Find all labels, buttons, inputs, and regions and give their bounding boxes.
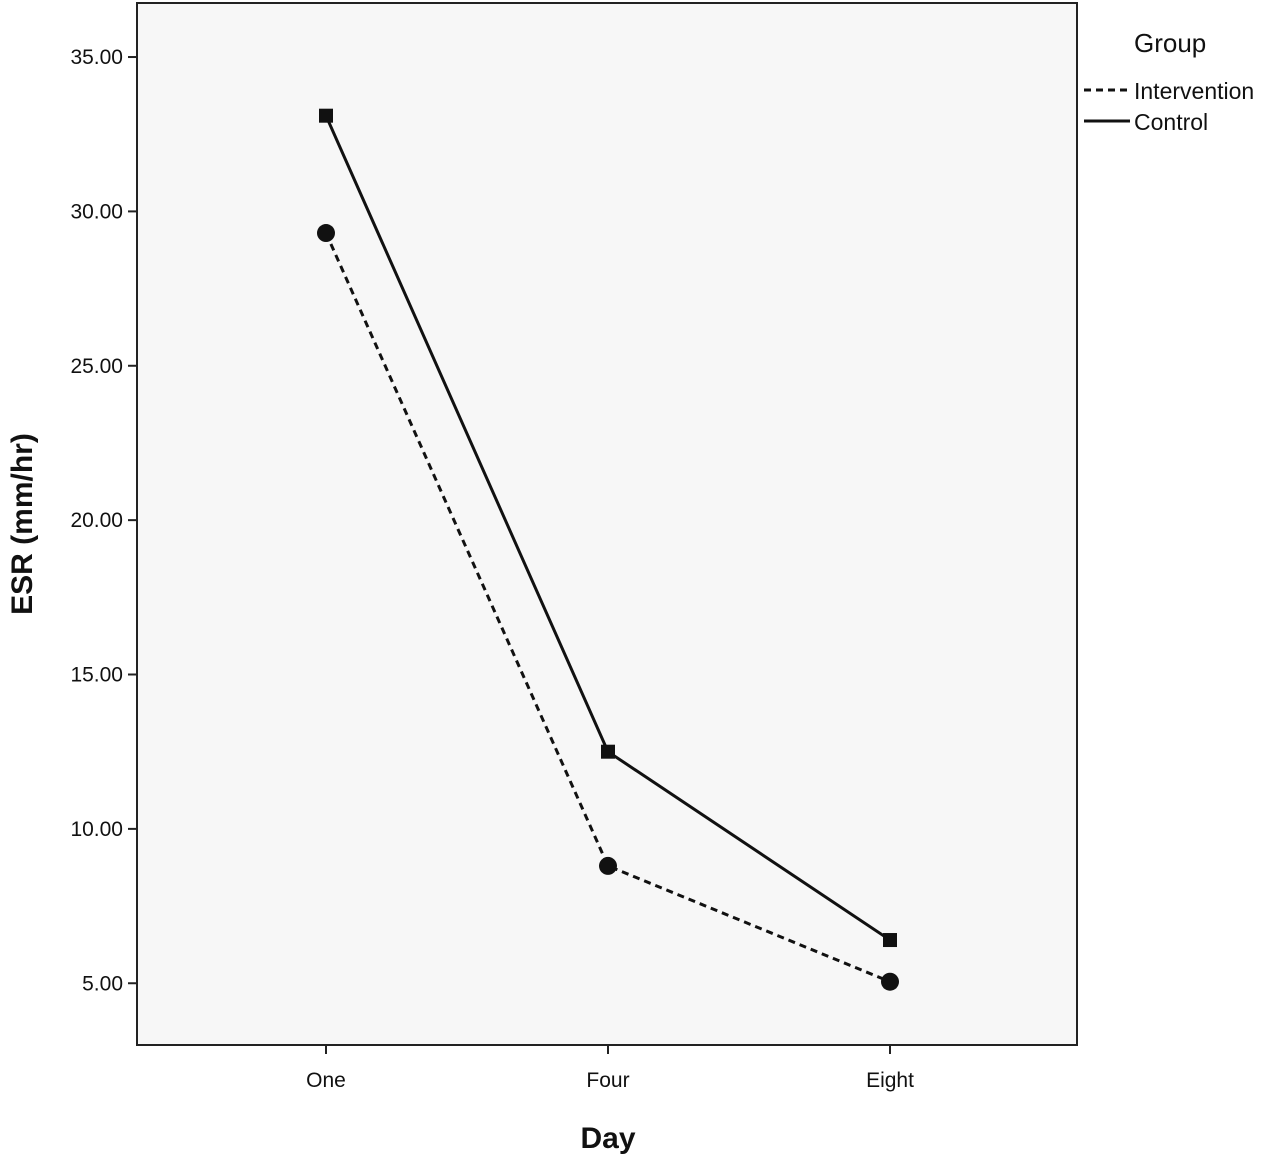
legend-title: Group (1134, 28, 1206, 58)
y-tick-label: 20.00 (70, 509, 123, 532)
series-layer (317, 108, 899, 991)
y-tick-label: 15.00 (70, 664, 123, 687)
y-tick-label: 10.00 (70, 818, 123, 841)
legend-label-intervention: Intervention (1134, 78, 1254, 104)
legend: Group Intervention Control (1084, 28, 1254, 135)
x-tick-label: Eight (866, 1069, 914, 1092)
y-tick-label: 5.00 (82, 972, 123, 995)
x-tick-label: Four (586, 1069, 629, 1092)
data-point-control (319, 108, 333, 123)
plot-area (136, 2, 1078, 1046)
y-axis-title: ESR (mm/hr) (6, 433, 39, 615)
y-tick-label: 25.00 (70, 355, 123, 378)
y-tick-label: 35.00 (70, 46, 123, 69)
y-tick-label: 30.00 (70, 200, 123, 223)
x-axis: One Four Eight (306, 1045, 914, 1092)
x-axis-title: Day (580, 1122, 635, 1155)
data-point-intervention (317, 224, 335, 243)
data-point-intervention (599, 856, 617, 875)
data-point-intervention (881, 972, 899, 991)
y-axis: 5.00 10.00 15.00 20.00 25.00 30.00 35.00 (70, 46, 137, 995)
x-tick-label: One (306, 1069, 346, 1092)
series-line-intervention (324, 232, 891, 984)
data-point-control (883, 933, 897, 948)
legend-label-control: Control (1134, 109, 1208, 135)
data-point-control (601, 744, 615, 759)
